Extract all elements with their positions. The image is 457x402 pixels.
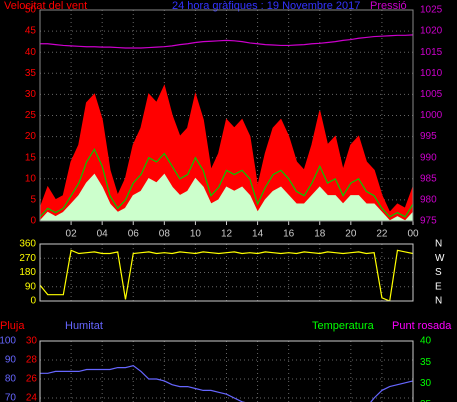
y-tick-label: 45 (25, 26, 37, 37)
series-line (40, 249, 413, 301)
y2-tick-label: 990 (420, 152, 437, 163)
y-tick-label: 0 (30, 216, 36, 227)
y-tick-label: 20 (25, 131, 37, 142)
panel-frame (39, 243, 414, 302)
y2-tick-label: 35 (420, 357, 432, 368)
y-tick-label: 270 (19, 253, 36, 264)
x-tick-label: 20 (345, 229, 357, 240)
x-tick-label: 02 (66, 229, 78, 240)
y-tick-label: 180 (19, 267, 36, 278)
y-tick-label: 70 (5, 393, 17, 402)
y2-tick-label: N (435, 296, 442, 307)
y-tick-label: 30 (25, 89, 37, 100)
y-tick-label: 0 (30, 296, 36, 307)
y-tick-label: 10 (25, 173, 37, 184)
panel-label: Temperatura (312, 320, 375, 332)
y-tick-label: 360 (19, 239, 36, 250)
chart-title: 24 hora gràfiques : 19 Novembre 2017 (172, 0, 360, 12)
y2-tick-label: 1000 (420, 110, 443, 121)
area-fill (40, 174, 413, 221)
y2-tick-label: N (435, 239, 442, 250)
pressure-label: Pressió (370, 0, 407, 12)
y2-tick-label: 1005 (420, 89, 443, 100)
y2-tick-label: 995 (420, 131, 437, 142)
panel-frame (39, 9, 414, 222)
x-tick-label: 14 (252, 229, 264, 240)
plot-area (40, 10, 413, 221)
x-tick-label: 16 (283, 229, 295, 240)
y-tick-label: 80 (5, 374, 17, 385)
y2-tick-label: 25 (420, 399, 432, 402)
plot-area (40, 244, 413, 301)
area-edge (40, 84, 413, 214)
series-line (40, 365, 413, 402)
y2-tick-label: 1020 (420, 26, 443, 37)
series-line (40, 34, 413, 49)
y-tick-label: 90 (25, 281, 37, 292)
x-tick-label: 00 (407, 229, 419, 240)
y-tick-label: 90 (5, 355, 17, 366)
y-tick-label: 35 (25, 68, 37, 79)
y3-tick-label: 28 (26, 355, 38, 366)
y2-tick-label: 985 (420, 173, 437, 184)
y2-tick-label: 1015 (420, 47, 443, 58)
y2-tick-label: 1025 (420, 5, 443, 16)
y3-tick-label: 24 (26, 393, 38, 402)
y-tick-label: 5 (30, 195, 36, 206)
x-tick-label: 12 (221, 229, 233, 240)
panel-label: Punt rosada (392, 320, 452, 332)
wind-speed-label: Velocitat del vent (4, 0, 87, 12)
plot-area (40, 341, 413, 402)
area-edge (40, 173, 413, 221)
y2-tick-label: 975 (420, 216, 437, 227)
x-tick-label: 10 (190, 229, 202, 240)
y-tick-label: 100 (0, 336, 16, 347)
x-tick-label: 04 (97, 229, 109, 240)
y2-tick-label: 1010 (420, 68, 443, 79)
y2-tick-label: 40 (420, 336, 432, 347)
y2-tick-label: S (435, 267, 442, 278)
x-tick-label: 18 (314, 229, 326, 240)
x-tick-label: 08 (159, 229, 171, 240)
y-tick-label: 40 (25, 47, 37, 58)
y-tick-label: 15 (25, 152, 37, 163)
y2-tick-label: 30 (420, 378, 432, 389)
y-tick-label: 25 (25, 110, 37, 121)
series-line (40, 147, 413, 218)
panel-label: Humitat (65, 320, 103, 332)
panel-label: Pluja (0, 320, 25, 332)
x-tick-label: 22 (376, 229, 388, 240)
y2-tick-label: W (435, 253, 445, 264)
panel-frame (39, 340, 414, 402)
y3-tick-label: 26 (26, 374, 38, 385)
y3-tick-label: 30 (26, 336, 38, 347)
y2-tick-label: E (435, 281, 442, 292)
y2-tick-label: 980 (420, 195, 437, 206)
x-tick-label: 06 (128, 229, 140, 240)
y-tick-label: 50 (25, 5, 37, 16)
